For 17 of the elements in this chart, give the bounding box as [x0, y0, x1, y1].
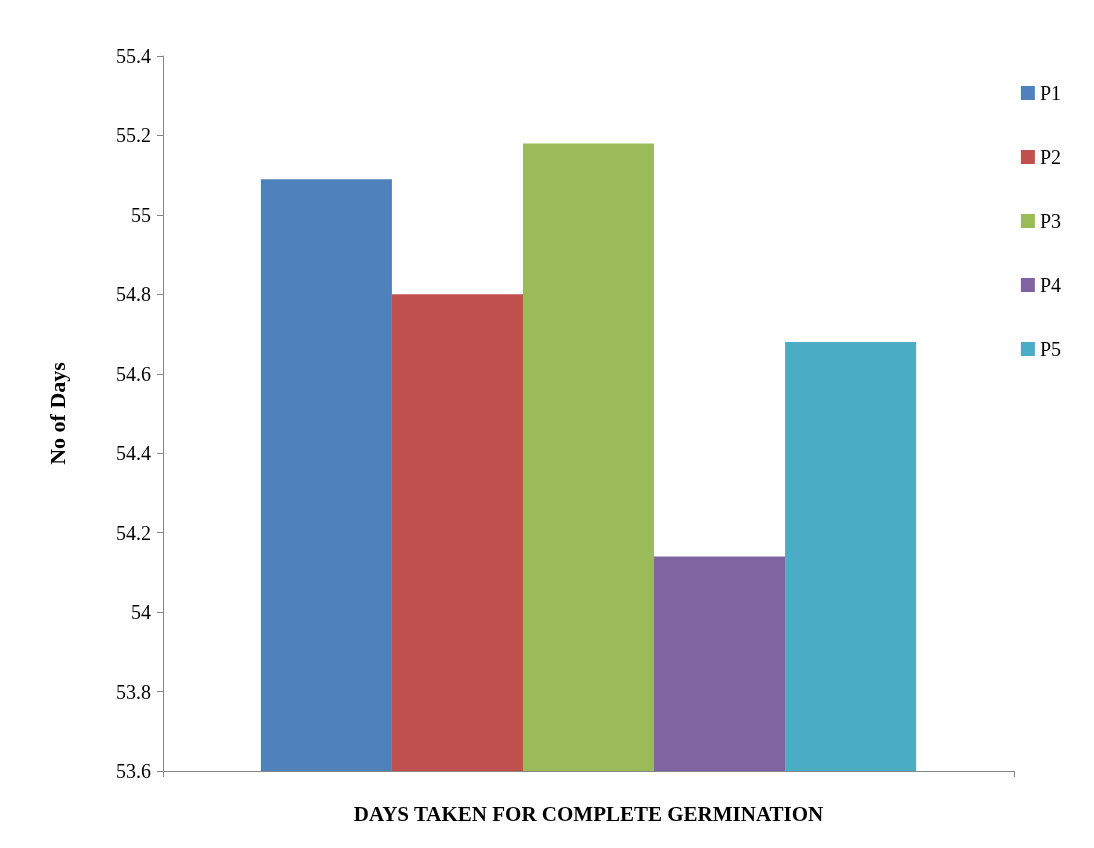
y-tick-label: 55 [131, 203, 151, 226]
y-tick-label: 54.4 [116, 442, 151, 465]
y-tick-label: 55.2 [116, 124, 151, 147]
y-tick-label: 54 [131, 601, 151, 624]
legend-label: P2 [1039, 146, 1061, 168]
y-tick-label: 54.6 [116, 362, 151, 385]
x-axis-title: DAYS TAKEN FOR COMPLETE GERMINATION [353, 801, 824, 826]
y-tick-label: 54.8 [116, 283, 151, 306]
y-tick-label: 55.4 [116, 45, 151, 67]
legend-label: P4 [1039, 274, 1061, 296]
legend-label: P5 [1039, 338, 1061, 360]
y-tick-label: 53.6 [116, 760, 151, 782]
legend-label: P3 [1039, 210, 1061, 232]
y-tick-label: 53.8 [116, 680, 151, 703]
legend-label: P1 [1039, 82, 1061, 104]
y-axis-title: No of Days [44, 361, 70, 465]
y-tick-label: 54.2 [116, 521, 151, 544]
